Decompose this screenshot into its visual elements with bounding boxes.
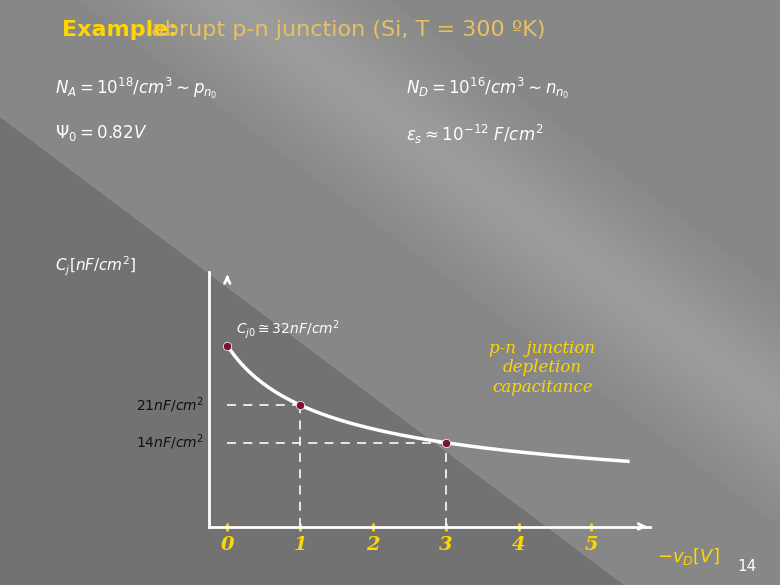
Text: $-v_D[V]$: $-v_D[V]$ [657, 546, 720, 567]
Text: $N_D = 10^{16}/cm^3{\sim}n_{n_0}$: $N_D = 10^{16}/cm^3{\sim}n_{n_0}$ [406, 76, 569, 101]
Text: $14nF/cm^2$: $14nF/cm^2$ [136, 433, 204, 452]
Text: $C_j\left[nF/cm^2\right]$: $C_j\left[nF/cm^2\right]$ [55, 254, 136, 278]
Text: $\varepsilon_s \approx 10^{-12}\ F/cm^2$: $\varepsilon_s \approx 10^{-12}\ F/cm^2$ [406, 123, 543, 146]
Text: p-n  junction
depletion
capacitance: p-n junction depletion capacitance [490, 340, 596, 396]
Text: 14: 14 [737, 559, 757, 574]
Text: $\Psi_0 = 0.82V$: $\Psi_0 = 0.82V$ [55, 123, 147, 143]
Text: Example:: Example: [62, 20, 178, 40]
Text: $N_A = 10^{18}/cm^3{\sim}p_{n_0}$: $N_A = 10^{18}/cm^3{\sim}p_{n_0}$ [55, 76, 217, 101]
Text: $21nF/cm^2$: $21nF/cm^2$ [136, 395, 204, 415]
Text: $C_{j0} \cong 32nF/cm^2$: $C_{j0} \cong 32nF/cm^2$ [236, 318, 340, 341]
Text: abrupt p-n junction (Si, T = 300 ºK): abrupt p-n junction (Si, T = 300 ºK) [144, 20, 546, 40]
